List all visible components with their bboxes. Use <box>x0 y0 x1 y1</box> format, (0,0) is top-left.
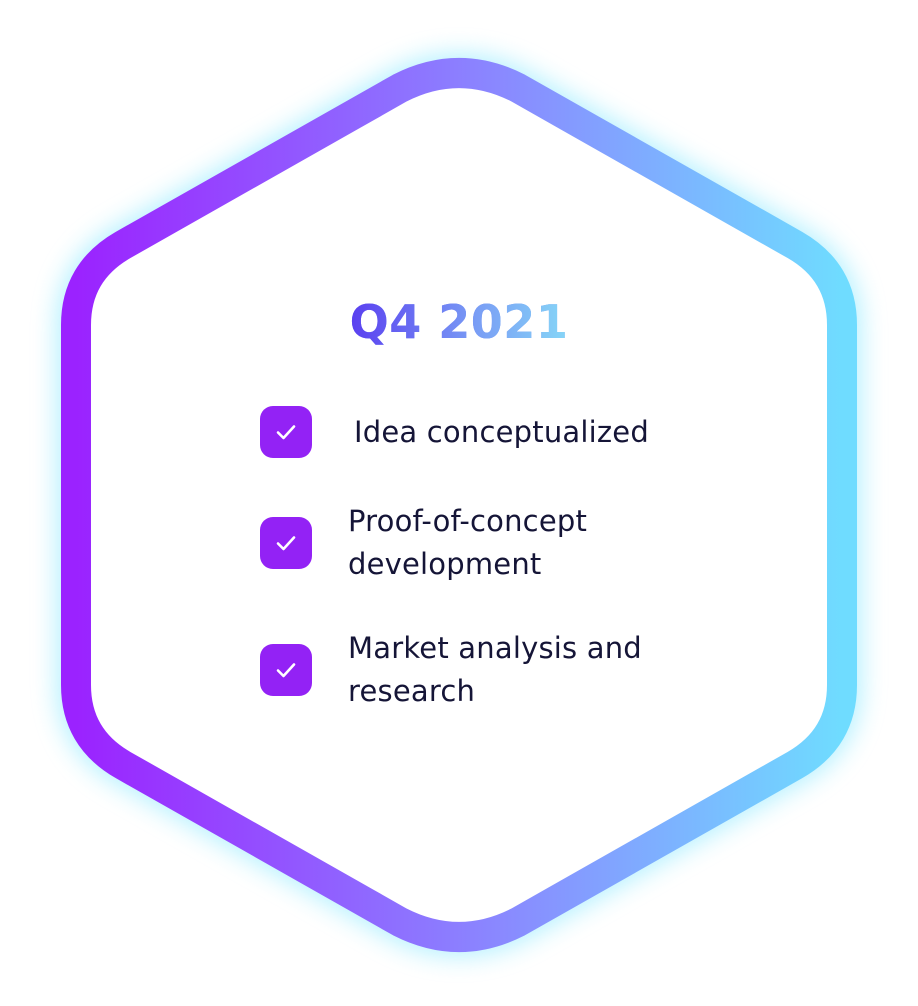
checklist-item-label: Proof-of-concept development <box>348 500 587 586</box>
checklist-item-label-line: development <box>348 547 542 581</box>
checklist-item-label-line: Proof-of-concept <box>348 504 588 538</box>
checkmark-icon <box>276 663 296 678</box>
checkmark-icon <box>276 425 296 440</box>
checkmark-icon <box>276 536 296 551</box>
checkbox-checked-icon <box>260 406 312 458</box>
checklist-item: Market analysis and research <box>260 627 642 713</box>
checkbox-checked-icon <box>260 517 312 569</box>
checklist-item-label: Market analysis and research <box>348 627 642 713</box>
checkbox-checked-icon <box>260 644 312 696</box>
checklist-item: Proof-of-concept development <box>260 500 587 586</box>
checklist-item-label-line: research <box>348 674 476 708</box>
checklist-item-label: Idea conceptualized <box>354 414 649 449</box>
hexagon-border <box>61 58 857 952</box>
checklist-item: Idea conceptualized <box>260 406 649 458</box>
checklist-item-label-line: Market analysis and <box>348 631 642 665</box>
card-title: Q4 2021 <box>0 292 918 352</box>
